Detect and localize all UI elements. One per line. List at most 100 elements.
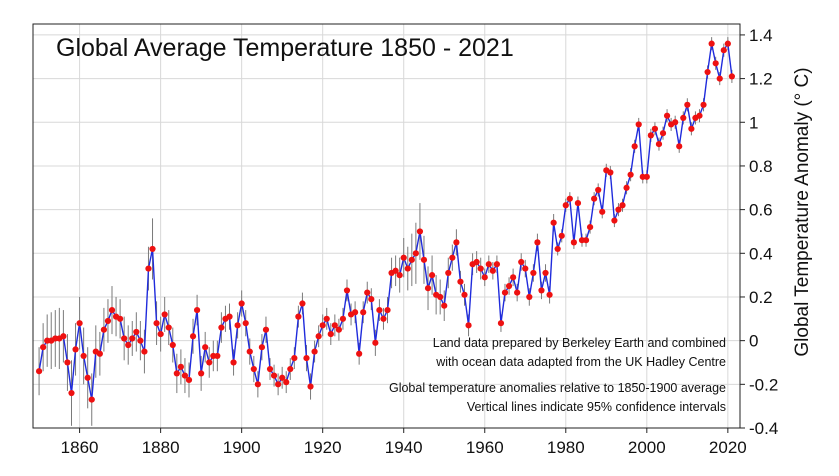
y-tick-label: -0.2: [749, 375, 778, 394]
data-point: [104, 317, 112, 325]
data-point: [88, 396, 95, 403]
data-point: [76, 320, 83, 327]
data-point: [534, 239, 541, 246]
data-point: [546, 291, 553, 298]
data-point: [258, 344, 266, 351]
data-point: [453, 239, 460, 246]
data-point: [270, 372, 278, 379]
data-point: [169, 341, 176, 349]
data-point: [315, 333, 322, 340]
data-point: [404, 265, 411, 272]
data-point: [299, 300, 306, 307]
data-point: [420, 256, 428, 263]
data-point: [352, 309, 359, 316]
data-point: [526, 293, 533, 301]
x-tick-label: 2020: [709, 438, 747, 457]
data-point: [165, 324, 172, 331]
data-point: [542, 269, 549, 277]
data-point: [724, 40, 731, 47]
data-point: [100, 326, 108, 333]
data-point: [157, 330, 164, 338]
data-point: [193, 306, 201, 314]
data-point: [619, 202, 626, 209]
data-point: [364, 289, 371, 296]
data-point: [558, 232, 565, 239]
data-point: [461, 291, 468, 298]
data-point: [514, 289, 521, 296]
data-point: [279, 374, 286, 381]
data-point: [643, 173, 650, 180]
data-point: [149, 245, 156, 253]
data-point: [173, 370, 180, 377]
data-point: [501, 289, 509, 296]
chart-title: Global Average Temperature 1850 - 2021: [56, 34, 514, 62]
data-point: [121, 335, 128, 342]
data-point: [437, 293, 444, 301]
data-point: [599, 208, 606, 215]
data-point: [327, 330, 334, 338]
y-tick-label: 0.4: [749, 244, 773, 263]
data-point: [254, 381, 261, 388]
x-tick-label: 1860: [61, 438, 99, 457]
data-point: [226, 313, 233, 320]
data-point: [655, 141, 663, 148]
data-point: [457, 278, 464, 285]
data-point: [416, 228, 424, 235]
data-point: [141, 348, 148, 355]
data-point: [153, 320, 160, 327]
data-point: [133, 328, 140, 336]
data-point: [35, 368, 43, 375]
data-point: [522, 265, 529, 272]
data-point: [202, 344, 209, 351]
data-point: [206, 359, 213, 366]
data-point: [538, 287, 545, 294]
data-point: [651, 125, 659, 132]
data-point: [554, 245, 561, 253]
data-point: [307, 383, 314, 390]
data-point: [117, 315, 124, 322]
data-point: [303, 355, 310, 362]
data-point: [189, 333, 197, 340]
data-point: [647, 132, 654, 139]
data-point: [615, 206, 622, 213]
data-point: [607, 169, 614, 176]
data-point: [64, 359, 71, 366]
y-tick-label: -0.4: [749, 419, 778, 438]
data-point: [441, 302, 448, 309]
data-point: [684, 101, 691, 108]
data-point: [623, 184, 630, 191]
data-point: [129, 335, 136, 342]
data-point: [518, 258, 525, 266]
data-point: [449, 254, 456, 261]
x-tick-label: 1960: [466, 438, 504, 457]
data-point: [611, 217, 618, 224]
x-tick-label: 2000: [628, 438, 666, 457]
data-point: [218, 324, 225, 331]
data-point: [676, 143, 683, 150]
data-point: [339, 315, 347, 322]
annotation-line-2: with ocean data adapted from the UK Hadl…: [435, 355, 726, 369]
data-point: [720, 47, 727, 54]
x-tick-label: 1880: [142, 438, 180, 457]
data-point: [380, 315, 387, 322]
data-point: [659, 130, 667, 137]
data-point: [319, 322, 326, 329]
y-axis-label: Global Temperature Anomaly (° C): [792, 67, 813, 356]
series-line: [38, 41, 733, 400]
data-point: [181, 372, 189, 379]
data-point: [376, 306, 383, 314]
data-point: [489, 267, 496, 274]
data-point: [566, 195, 573, 202]
x-axis-ticks: 1860 1880 1900 1920 1940 1960 1980 2000 2020: [61, 428, 747, 457]
data-point: [242, 320, 249, 327]
data-point: [360, 309, 367, 316]
data-point: [586, 223, 594, 231]
data-point: [185, 376, 193, 384]
data-point: [392, 267, 399, 274]
data-point: [238, 300, 245, 307]
data-point: [234, 322, 241, 329]
data-point: [570, 239, 577, 246]
annotation-line-3: Global temperature anomalies relative to…: [389, 381, 726, 395]
data-point: [408, 256, 415, 263]
